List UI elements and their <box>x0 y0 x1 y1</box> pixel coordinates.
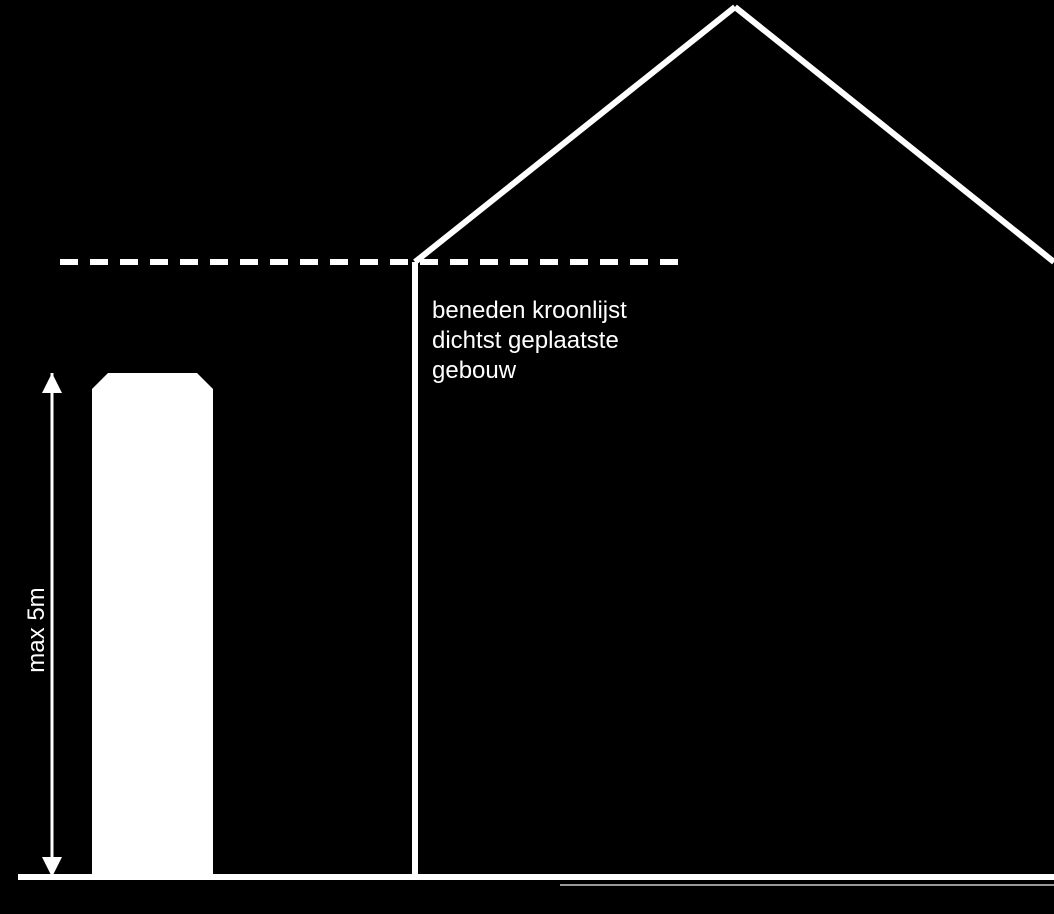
cornice-label-line3: gebouw <box>432 357 517 384</box>
cornice-label-line1: beneden kroonlijst <box>432 297 627 324</box>
cornice-label-line2: dichtst geplaatste <box>432 327 619 354</box>
building-height-diagram: max 5m beneden kroonlijst dichtst geplaats… <box>0 0 1054 914</box>
silo-shape <box>92 373 213 878</box>
height-label: max 5m <box>23 587 50 672</box>
